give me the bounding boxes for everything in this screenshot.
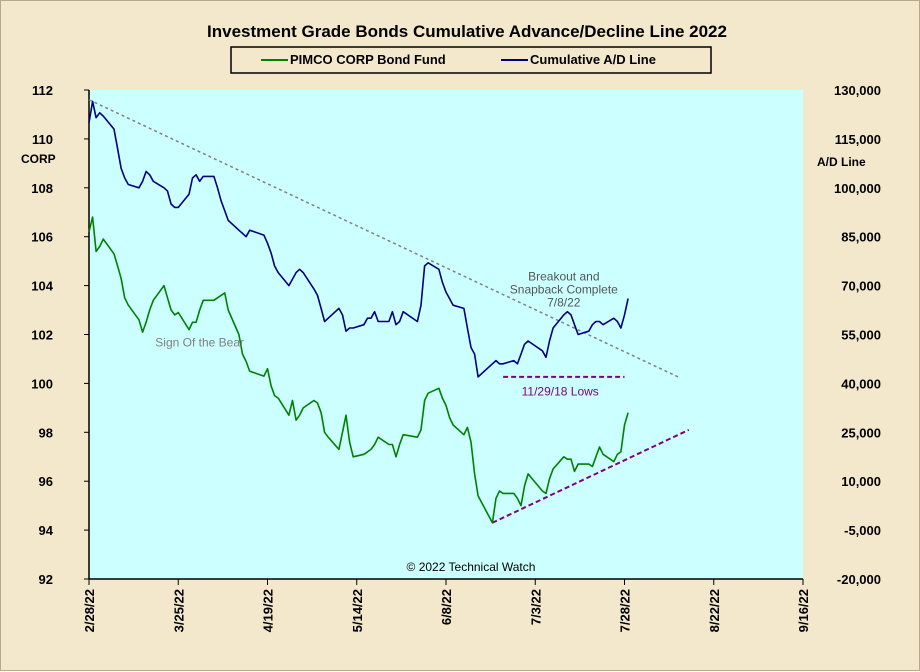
reference-lines <box>88 99 690 524</box>
right-tick-label: -20,000 <box>837 572 881 587</box>
annotation-line: 7/8/22 <box>547 296 581 310</box>
annotation-breakout: Breakout and Snapback Complete 7/8/22 <box>510 270 618 310</box>
left-tick-label: 98 <box>39 425 53 440</box>
legend-label-pimco: PIMCO CORP Bond Fund <box>290 52 446 67</box>
legend: PIMCO CORP Bond Fund Cumulative A/D Line <box>230 46 712 74</box>
right-tick-label: 85,000 <box>841 230 881 245</box>
left-tick-label: 94 <box>39 523 54 538</box>
left-tick-label: 104 <box>31 279 53 294</box>
annotation-line: Snapback Complete <box>510 283 618 297</box>
x-tick-label: 8/22/22 <box>707 589 722 632</box>
x-tick-label: 2/28/22 <box>82 589 97 632</box>
legend-box <box>230 46 712 74</box>
left-tick-label: 96 <box>39 474 53 489</box>
right-axis-ticks: -20,000 -5,000 10,000 25,000 40,000 55,000 70,… <box>834 83 881 587</box>
right-tick-label: 10,000 <box>841 474 881 489</box>
right-tick-label: 25,000 <box>841 425 881 440</box>
x-tick-label: 7/28/22 <box>618 589 633 632</box>
right-tick-label: 70,000 <box>841 279 881 294</box>
x-tick-label: 7/3/22 <box>528 589 543 625</box>
pimco-corp-series-line <box>88 216 629 524</box>
left-tick-label: 112 <box>32 83 53 98</box>
annotation-line: Sign Of the Bear <box>155 336 244 350</box>
left-tick-label: 92 <box>39 572 53 587</box>
right-tick-label: 130,000 <box>834 83 881 98</box>
right-tick-label: 115,000 <box>835 132 881 147</box>
pimco-support-line <box>491 428 690 524</box>
left-axis-label: CORP <box>21 152 56 166</box>
x-tick-label: 5/14/22 <box>350 589 365 632</box>
x-tick-label: 4/19/22 <box>261 589 276 632</box>
annotation-lows: 11/29/18 Lows <box>522 385 599 399</box>
left-tick-label: 110 <box>32 132 53 147</box>
x-tick-label: 3/25/22 <box>171 589 186 632</box>
annotation-line: Breakout and <box>528 270 599 284</box>
chart-title: Investment Grade Bonds Cumulative Advanc… <box>207 22 727 41</box>
legend-label-ad-line: Cumulative A/D Line <box>530 52 656 67</box>
ad-line-series-line <box>88 100 629 378</box>
plot-area <box>89 90 803 579</box>
right-tick-label: 55,000 <box>841 328 881 343</box>
x-axis-ticks: 2/28/22 3/25/22 4/19/22 5/14/22 6/8/22 7/3/22… <box>82 579 811 632</box>
annotation-bear: Sign Of the Bear <box>155 336 244 350</box>
annotation-line: 11/29/18 Lows <box>522 385 599 399</box>
copyright-credit: © 2022 Technical Watch <box>407 560 536 574</box>
right-tick-label: -5,000 <box>844 523 881 538</box>
left-tick-label: 108 <box>31 181 53 196</box>
ad-trendline <box>88 99 679 378</box>
annotations: Breakout and Snapback Complete 7/8/22 11/29… <box>155 270 618 399</box>
right-axis-label: A/D Line <box>817 155 866 169</box>
x-tick-label: 9/16/22 <box>796 589 811 632</box>
left-axis-ticks: 92 94 96 98 100 102 104 106 108 110 112 <box>31 83 89 587</box>
right-tick-label: 40,000 <box>841 376 881 391</box>
left-tick-label: 102 <box>31 328 53 343</box>
left-tick-label: 100 <box>31 376 53 391</box>
x-tick-label: 6/8/22 <box>439 589 454 625</box>
series-layer <box>88 100 629 524</box>
left-tick-label: 106 <box>31 230 53 245</box>
right-tick-label: 100,000 <box>834 181 881 196</box>
